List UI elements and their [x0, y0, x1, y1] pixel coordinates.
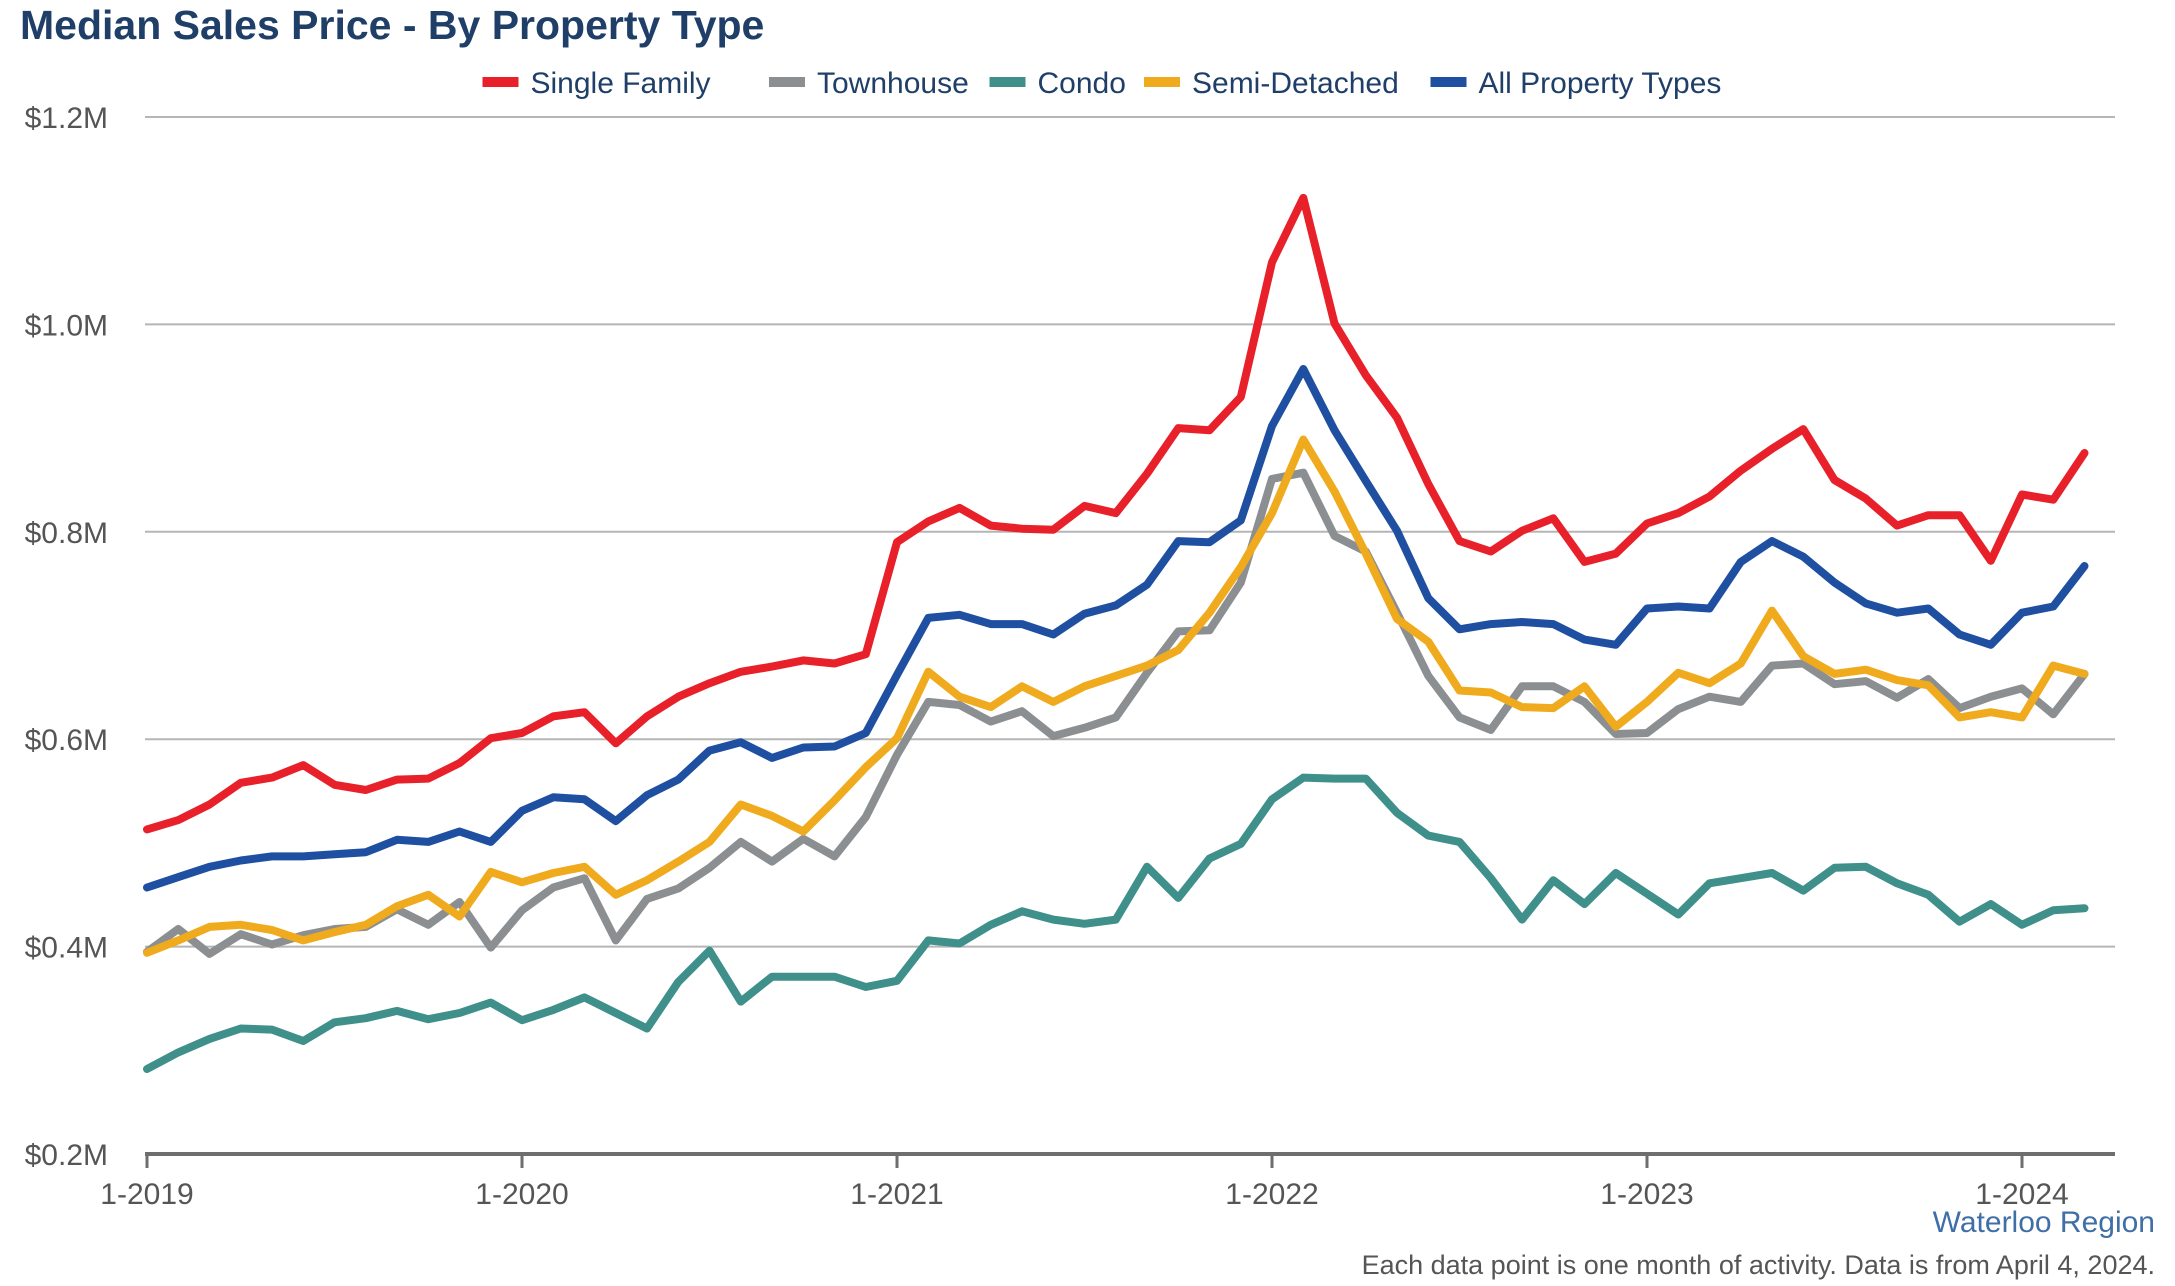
chart-subtitle: Waterloo Region — [1932, 1206, 2155, 1239]
y-tick-label: $0.4M — [25, 932, 108, 965]
legend-label: All Property Types — [1479, 67, 1722, 100]
chart-title: Median Sales Price - By Property Type — [20, 2, 765, 48]
legend-item-condo: Condo — [989, 67, 1126, 100]
y-axis-tick-labels: $0.2M $0.4M $0.6M $0.8M $1.0M $1.2M — [25, 102, 108, 1172]
x-tick-label: 1-2019 — [100, 1178, 193, 1211]
series-line-condo — [143, 773, 2089, 1073]
series-line-all-property-types — [143, 365, 2089, 892]
legend-item-townhouse: Townhouse — [769, 67, 969, 100]
y-tick-label: $0.2M — [25, 1139, 108, 1172]
y-tick-label: $1.2M — [25, 102, 108, 135]
x-tick-label: 1-2022 — [1225, 1178, 1318, 1211]
legend-item-semi-detached: Semi-Detached — [1144, 67, 1399, 100]
x-tick-label: 1-2021 — [850, 1178, 943, 1211]
series-line-semi-detached — [143, 435, 2089, 957]
y-tick-label: $0.6M — [25, 724, 108, 757]
series-line-single-family — [143, 193, 2089, 834]
legend-label: Semi-Detached — [1192, 67, 1399, 100]
legend-label: Single Family — [531, 67, 711, 100]
y-tick-label: $0.8M — [25, 517, 108, 550]
series-lines — [143, 193, 2089, 1073]
x-tick-label: 1-2023 — [1600, 1178, 1693, 1211]
legend-item-all-property-types: All Property Types — [1430, 67, 1722, 100]
legend: Single Family Townhouse Condo Semi-Detached… — [482, 67, 1722, 100]
chart-footnote: Each data point is one month of activity… — [1361, 1250, 2155, 1280]
y-tick-label: $1.0M — [25, 309, 108, 342]
legend-label: Townhouse — [817, 67, 969, 100]
legend-item-single-family: Single Family — [482, 67, 711, 100]
x-axis: 1-2019 1-2020 1-2021 1-2022 1-2023 1-2024 — [100, 1152, 2115, 1211]
legend-label: Condo — [1038, 67, 1126, 100]
series-line-townhouse — [143, 468, 2089, 958]
grid-lines — [145, 116, 2115, 948]
x-tick-label: 1-2024 — [1975, 1178, 2068, 1211]
x-tick-label: 1-2020 — [475, 1178, 568, 1211]
